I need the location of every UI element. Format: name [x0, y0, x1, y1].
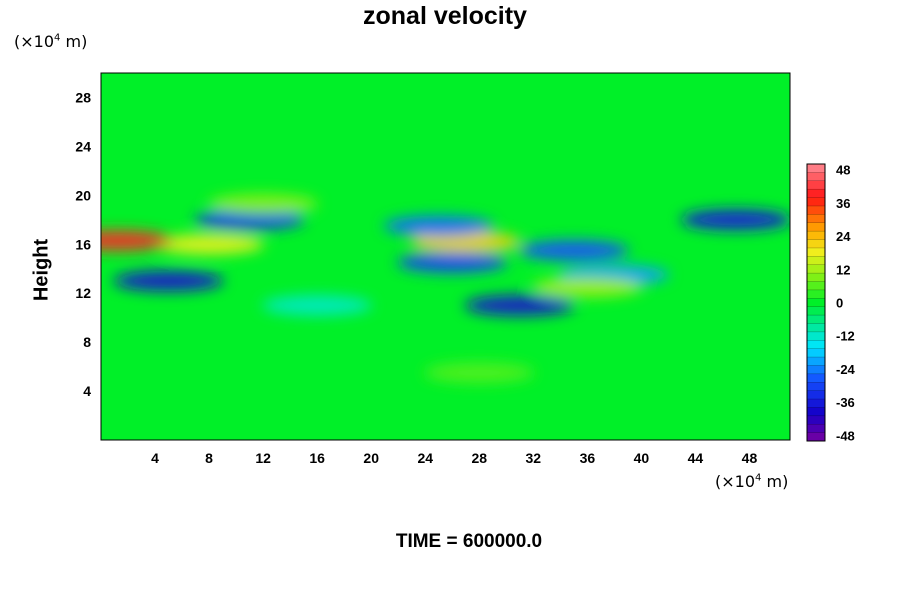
- colorbar-tick-label: 0: [836, 296, 843, 311]
- x-tick-label: 36: [580, 450, 596, 466]
- colorbar-swatch: [807, 231, 825, 240]
- colorbar-swatch: [807, 315, 825, 324]
- x-tick-label: 24: [417, 450, 433, 466]
- colorbar-swatch: [807, 164, 825, 173]
- colorbar-swatch: [807, 373, 825, 383]
- colorbar-tick-label: -36: [836, 395, 855, 410]
- colorbar-swatch: [807, 390, 825, 400]
- heatmap-feature-12: [532, 276, 643, 298]
- colorbar-frame: [806, 163, 826, 442]
- heatmap-feature-14: [424, 362, 535, 383]
- heatmap-feature-9: [680, 209, 790, 231]
- colorbar-swatch: [807, 348, 825, 358]
- colorbar-swatch: [807, 424, 825, 434]
- x-tick-label: 44: [688, 450, 704, 466]
- colorbar-swatch: [807, 340, 825, 350]
- heatmap-feature-5: [397, 252, 508, 273]
- colorbar-swatch: [807, 222, 825, 232]
- y-axis: 4 8 12 16 20 24 28: [75, 89, 91, 399]
- y-axis-unit: (×104 m): [14, 32, 88, 51]
- x-tick-label: 16: [309, 450, 325, 466]
- time-label: TIME = 600000.0: [395, 531, 543, 552]
- colorbar-tick-label: 36: [836, 196, 850, 211]
- colorbar-swatch: [807, 281, 825, 291]
- heatmap-feature-11: [207, 193, 319, 215]
- colorbar-swatch: [807, 273, 825, 282]
- colorbar-swatch: [807, 180, 825, 190]
- heatmap-feature-3: [101, 230, 173, 251]
- plot-frame: [100, 72, 791, 441]
- x-tick-label: 32: [526, 450, 542, 466]
- colorbar-swatch: [807, 264, 825, 274]
- y-tick-label: 28: [75, 89, 91, 105]
- x-axis: 4 8 12 16 20 24 28 32 36 40 44 48: [151, 450, 757, 466]
- x-axis-unit: (×104 m): [715, 472, 789, 491]
- colorbar-swatch: [807, 399, 825, 408]
- colorbar-swatch: [807, 214, 825, 224]
- colorbar-swatch: [807, 365, 825, 375]
- colorbar: 48 36 24 12 0 -12 -24 -36 -48: [806, 163, 856, 443]
- colorbar-swatch: [807, 415, 825, 425]
- colorbar-swatch: [807, 256, 825, 266]
- colorbar-swatch: [807, 239, 825, 249]
- heatmap-feature-2: [153, 233, 265, 255]
- x-tick-label: 12: [255, 450, 271, 466]
- heatmap-feature-6: [464, 295, 575, 316]
- heatmap-feature-13: [262, 295, 373, 316]
- heatmap-feature-7: [518, 240, 629, 261]
- y-tick-label: 12: [75, 285, 91, 301]
- y-tick-label: 24: [75, 138, 91, 154]
- colorbar-swatch: [807, 357, 825, 366]
- colorbar-swatch: [807, 298, 825, 308]
- heatmap-feature-8: [383, 215, 494, 237]
- colorbar-tick-label: -24: [836, 362, 856, 377]
- colorbar-tick-label: 12: [836, 262, 850, 277]
- x-tick-label: 8: [205, 450, 213, 466]
- colorbar-swatch: [807, 247, 825, 257]
- colorbar-swatch: [807, 331, 825, 341]
- heatmap-feature-4: [410, 231, 521, 253]
- colorbar-tick-label: -48: [836, 428, 855, 443]
- heatmap-feature-0: [194, 209, 305, 231]
- chart-title: zonal velocity: [363, 2, 527, 30]
- colorbar-swatch: [807, 289, 825, 299]
- colorbar-swatch: [807, 189, 825, 198]
- colorbar-swatch: [807, 205, 825, 215]
- y-tick-label: 20: [75, 187, 91, 203]
- x-tick-label: 40: [634, 450, 650, 466]
- colorbar-swatch: [807, 382, 825, 392]
- heatmap-plot-area: [100, 72, 791, 441]
- x-tick-label: 28: [471, 450, 487, 466]
- colorbar-tick-label: 24: [836, 229, 851, 244]
- y-tick-label: 16: [75, 236, 91, 252]
- heatmap-feature-1: [113, 270, 224, 292]
- colorbar-swatch: [807, 407, 825, 417]
- colorbar-swatch: [807, 197, 825, 207]
- colorbar-swatch: [807, 172, 825, 182]
- colorbar-swatch: [807, 432, 825, 442]
- colorbar-tick-label: 48: [836, 163, 850, 178]
- x-tick-label: 20: [363, 450, 379, 466]
- y-tick-label: 8: [83, 334, 91, 350]
- colorbar-tick-label: -12: [836, 329, 855, 344]
- colorbar-swatch: [807, 323, 825, 333]
- colorbar-swatch: [807, 306, 825, 316]
- y-tick-label: 4: [83, 383, 91, 399]
- x-tick-label: 48: [742, 450, 758, 466]
- x-tick-label: 4: [151, 450, 159, 466]
